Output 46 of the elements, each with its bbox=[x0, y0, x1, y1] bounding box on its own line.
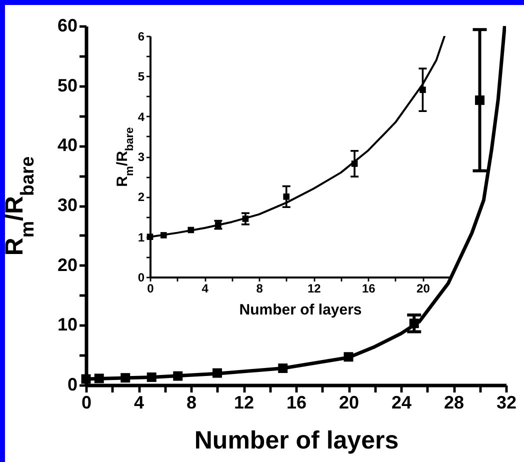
x-tick-label: 16 bbox=[286, 392, 307, 412]
x-tick-label: 24 bbox=[391, 392, 412, 412]
point bbox=[212, 368, 222, 378]
y-tick-label: 0 bbox=[138, 270, 145, 284]
x-tick-label: 32 bbox=[496, 392, 517, 412]
point bbox=[283, 194, 290, 200]
y-tick-label: 40 bbox=[57, 135, 78, 156]
point bbox=[146, 372, 156, 382]
point bbox=[160, 232, 167, 238]
point bbox=[278, 364, 288, 373]
point bbox=[188, 226, 194, 234]
point bbox=[409, 318, 419, 328]
x-tick-label: 4 bbox=[202, 282, 209, 296]
y-tick-label: 30 bbox=[57, 195, 78, 215]
y-tick-label: 0 bbox=[67, 374, 78, 394]
point bbox=[420, 86, 426, 93]
point bbox=[81, 374, 91, 384]
x-tick-label: 0 bbox=[147, 282, 154, 296]
y-tick-label: 2 bbox=[138, 190, 145, 204]
x-tick-label: 12 bbox=[234, 392, 254, 412]
point bbox=[120, 373, 130, 383]
point bbox=[173, 371, 183, 381]
y-tick-label: 3 bbox=[138, 150, 145, 164]
y-tick-label: 4 bbox=[138, 110, 145, 124]
x-tick-label: 20 bbox=[338, 392, 360, 412]
y-tick-label: 50 bbox=[57, 75, 78, 96]
y-tick-label: 5 bbox=[138, 70, 145, 84]
point bbox=[344, 352, 354, 362]
x-tick-label: 12 bbox=[307, 282, 322, 296]
x-tick-label: 16 bbox=[362, 282, 376, 296]
y-tick-label: 10 bbox=[57, 314, 78, 335]
y-tick-label: 1 bbox=[138, 230, 145, 244]
y-tick-label: 20 bbox=[57, 254, 78, 275]
point bbox=[351, 160, 358, 167]
point bbox=[475, 95, 484, 105]
point bbox=[94, 374, 104, 384]
x-tick-label: 28 bbox=[444, 392, 464, 412]
x-axis-title: Number of layers bbox=[194, 426, 399, 454]
x-tick-label: 20 bbox=[416, 282, 430, 296]
x-tick-label: 8 bbox=[256, 282, 264, 296]
point bbox=[242, 216, 249, 222]
x-tick-label: 8 bbox=[186, 392, 197, 412]
x-axis-title: Number of layers bbox=[239, 302, 362, 318]
x-tick-label: 0 bbox=[81, 392, 92, 412]
y-tick-label: 60 bbox=[57, 16, 78, 36]
y-tick-label: 6 bbox=[138, 30, 145, 44]
